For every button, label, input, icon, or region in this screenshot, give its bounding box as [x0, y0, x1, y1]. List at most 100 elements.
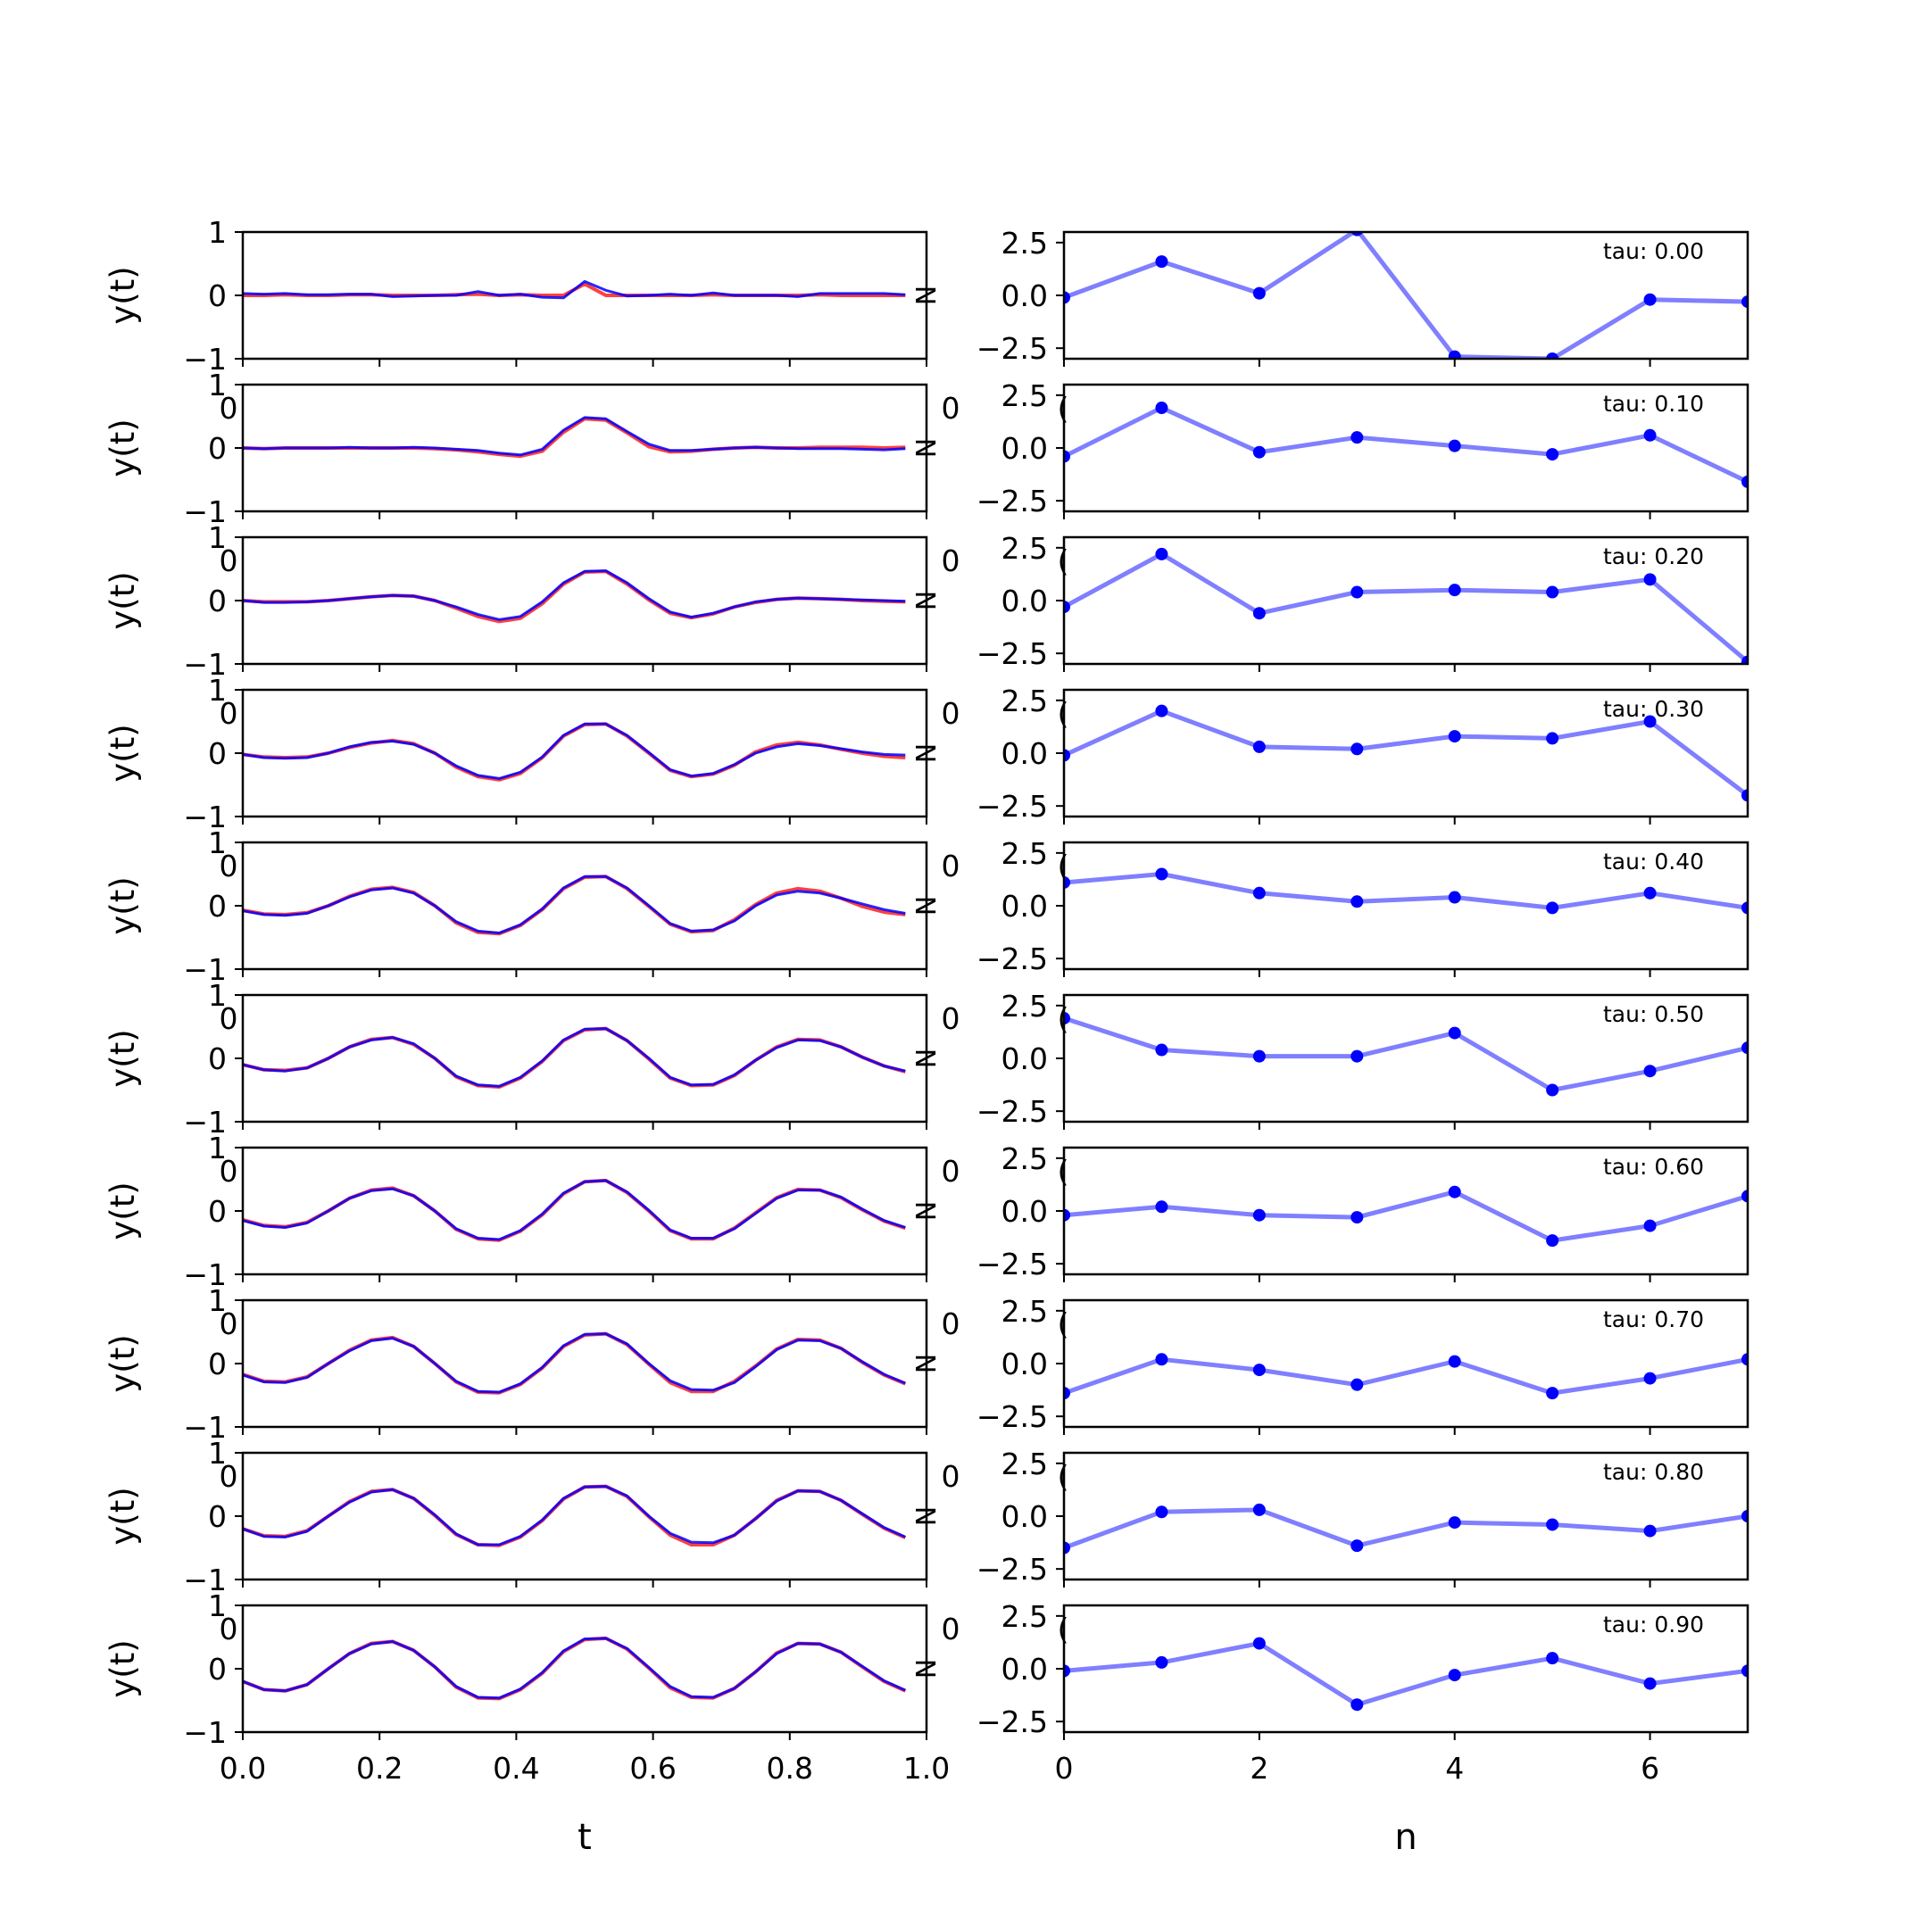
tau-annotation: tau: 0.50 — [1603, 1001, 1704, 1027]
signal-series-blue — [242, 416, 906, 457]
coeff-point — [1643, 1372, 1657, 1385]
y-tick-label: −1 — [183, 1410, 227, 1445]
stray-tick-label: 0 — [942, 849, 960, 883]
coeff-point — [1252, 286, 1266, 300]
y-tick-label: −2.5 — [976, 789, 1048, 824]
y-tick-label: −1 — [183, 1715, 227, 1750]
coeff-series-line — [1064, 1507, 1748, 1550]
y-tick-label: 0.0 — [1001, 1652, 1048, 1687]
y-tick-label: −2.5 — [976, 1552, 1048, 1587]
y-axis-label: y(t) — [104, 1334, 142, 1392]
coeff-point — [1155, 255, 1168, 269]
stray-tick-label: 0 — [942, 1001, 960, 1036]
x-tick-label: 0.2 — [356, 1751, 403, 1786]
coeff-series-line — [1064, 551, 1748, 664]
coeff-panel-0: −2.5 0.0 2.5 tau: 0.00 — [976, 226, 1749, 367]
y-tick-label: 2.5 — [1001, 1294, 1048, 1329]
y-tick-label: 1 — [208, 1588, 227, 1623]
y-tick-label: 0.0 — [1001, 431, 1048, 466]
y-tick-label: −1 — [183, 800, 227, 834]
y-tick-label: 0.0 — [1001, 1499, 1048, 1534]
signal-series-blue — [242, 569, 906, 621]
tau-annotation: tau: 0.30 — [1603, 696, 1704, 722]
coeff-point — [1741, 1510, 1748, 1522]
corner-mark: N — [909, 1659, 940, 1679]
tau-annotation: tau: 0.60 — [1603, 1154, 1704, 1180]
coeff-point — [1448, 891, 1461, 904]
corner-mark: N — [909, 591, 940, 610]
coeff-point — [1448, 439, 1461, 452]
y-tick-label: 0 — [208, 889, 227, 924]
tau-annotation: tau: 0.80 — [1603, 1459, 1704, 1485]
coeff-plot-area — [1064, 232, 1748, 359]
coeff-point — [1741, 655, 1748, 664]
coeff-point — [1064, 450, 1070, 463]
coeff-point — [1643, 1065, 1657, 1078]
signal-series-blue — [242, 1332, 906, 1394]
y-tick-label: −1 — [183, 342, 227, 377]
stray-tick-label: 0 — [220, 696, 238, 731]
signal-axes-frame — [241, 841, 928, 971]
coeff-plot-area — [1064, 547, 1748, 664]
y-tick-label: 0 — [208, 1041, 227, 1076]
coeff-point — [1448, 1669, 1461, 1682]
coeff-point — [1064, 1387, 1070, 1400]
y-tick-label: 1 — [208, 1131, 227, 1165]
signal-series-red — [242, 1484, 907, 1547]
y-axis-label: y(t) — [104, 1029, 142, 1087]
coeff-point — [1546, 901, 1559, 915]
coeff-point — [1064, 291, 1070, 304]
y-tick-label: 0.0 — [1001, 1041, 1048, 1076]
coeff-point — [1064, 1012, 1070, 1025]
y-tick-label: 0 — [208, 1652, 227, 1687]
coeff-point — [1448, 1516, 1461, 1530]
coeff-point — [1741, 901, 1748, 915]
stray-tick-label: 0 — [220, 1001, 238, 1036]
coeff-plot-area — [1064, 867, 1748, 915]
y-tick-label: 1 — [208, 673, 227, 708]
y-tick-label: −2.5 — [976, 636, 1048, 671]
y-tick-label: 1 — [208, 215, 227, 250]
signal-series-blue — [242, 1027, 906, 1088]
signal-series-blue — [242, 1637, 906, 1700]
stray-tick-label: 0 — [220, 1306, 238, 1341]
coeff-plot-area — [1064, 1185, 1748, 1248]
coeff-panel-9: −2.5 0.0 2.5 0 2 4 6 tau: 0.90 — [976, 1599, 1749, 1786]
coeff-point — [1546, 448, 1559, 461]
y-tick-label: −2.5 — [976, 484, 1048, 518]
coeff-point — [1155, 547, 1168, 560]
y-tick-label: 0 — [208, 431, 227, 466]
coeff-point — [1546, 1387, 1559, 1400]
coeff-point — [1643, 715, 1657, 728]
stray-tick-label: 0 — [942, 1612, 960, 1646]
coeff-point — [1741, 475, 1748, 488]
y-tick-label: 0.0 — [1001, 736, 1048, 771]
x-tick-label: 0.6 — [629, 1751, 676, 1786]
signal-series-blue — [242, 722, 906, 780]
coeff-point — [1350, 1539, 1364, 1553]
coeff-panel-7: −2.5 0.0 2.5 tau: 0.70 — [976, 1294, 1749, 1435]
y-tick-label: 2.5 — [1001, 1447, 1048, 1481]
coeff-point — [1064, 875, 1070, 889]
coeff-panel-3: −2.5 0.0 2.5 tau: 0.30 — [976, 684, 1749, 825]
coeff-point — [1448, 1185, 1461, 1198]
coeff-point — [1155, 704, 1168, 717]
y-tick-label: −1 — [183, 647, 227, 682]
coeff-point — [1252, 445, 1266, 459]
signal-series-red — [242, 875, 906, 936]
coeff-series-line — [1064, 1016, 1748, 1092]
coeff-point — [1643, 428, 1657, 442]
signal-axes-frame — [241, 993, 928, 1124]
coeff-panel-6: −2.5 0.0 2.5 tau: 0.60 — [976, 1141, 1749, 1282]
stray-tick-label: 0 — [942, 1154, 960, 1189]
x-tick-label: 4 — [1445, 1751, 1464, 1786]
signal-panel-0: −1 0 1 y(t) N — [104, 215, 940, 377]
coeff-point — [1741, 295, 1748, 309]
coeff-point — [1741, 1190, 1748, 1203]
y-tick-label: 0.0 — [1001, 1194, 1048, 1229]
y-tick-label: −1 — [183, 494, 227, 529]
tau-annotation: tau: 0.00 — [1603, 238, 1704, 264]
